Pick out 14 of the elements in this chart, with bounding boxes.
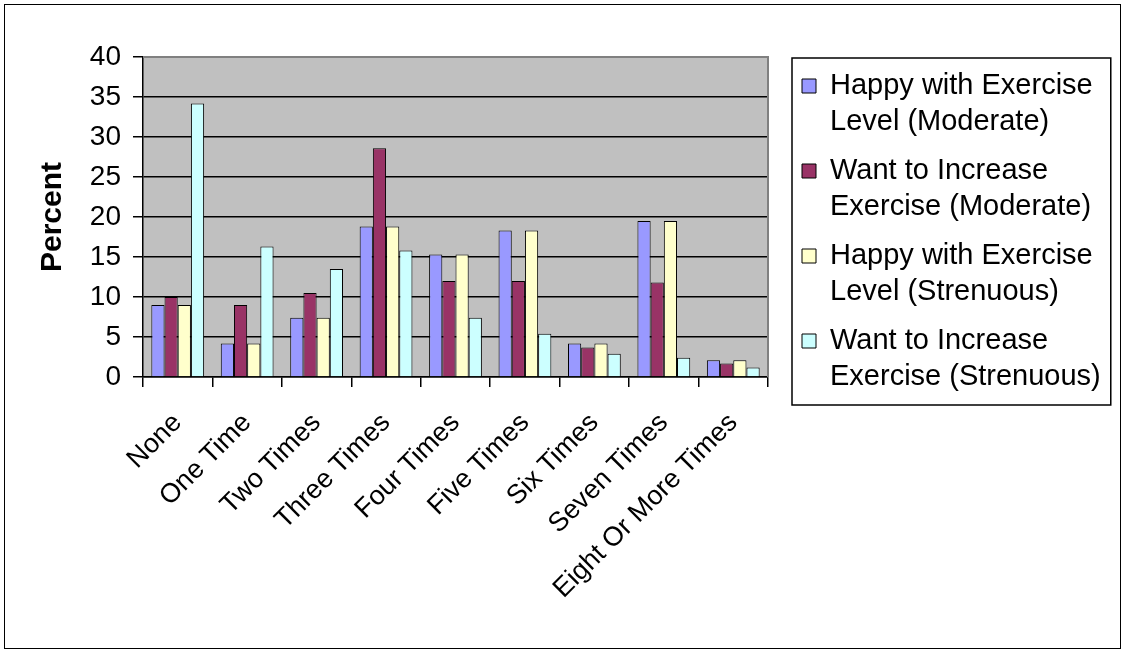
- y-tick-label: 10: [89, 279, 121, 311]
- legend-label: Happy with Exercise Level (Strenuous): [830, 238, 1093, 306]
- y-tick-label: 0: [105, 359, 121, 391]
- y-tick-label: 40: [89, 39, 121, 71]
- y-tick-label: 35: [89, 79, 121, 111]
- y-tick-label: 30: [89, 119, 121, 151]
- y-tick-label: 20: [89, 199, 121, 231]
- legend-label: Happy with Exercise Level (Moderate): [830, 68, 1093, 136]
- y-tick-label: 5: [105, 319, 121, 351]
- y-tick-label: 25: [89, 159, 121, 191]
- legend-label: Want to Increase Exercise (Moderate): [830, 153, 1092, 221]
- y-tick-label: 15: [89, 239, 121, 271]
- legend-label: Want to Increase Exercise (Strenuous): [830, 323, 1101, 391]
- y-axis-title: Percent: [34, 161, 68, 273]
